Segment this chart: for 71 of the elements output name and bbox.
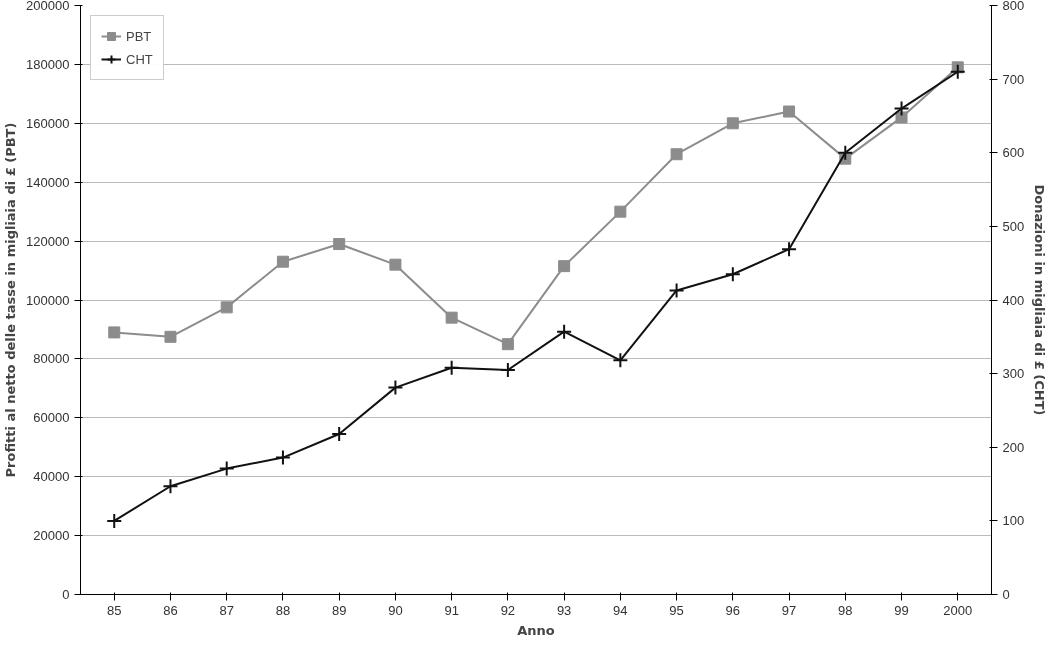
y-tick-label: 0 [62, 587, 70, 602]
x-tick-label: 85 [107, 602, 122, 618]
x-tick-label: 87 [219, 602, 234, 618]
x-tick-label: 93 [556, 602, 572, 618]
point [443, 359, 460, 376]
point [949, 63, 966, 80]
point [387, 379, 404, 396]
point [781, 241, 798, 258]
legend-label: PBT [126, 28, 152, 44]
point [389, 258, 402, 271]
point [893, 100, 910, 117]
x-tick-label: 89 [331, 602, 347, 618]
y2-axis-title: Donazioni in migliaia di £ (CHT) [1032, 184, 1048, 416]
point [726, 117, 739, 130]
point [218, 460, 235, 477]
point [106, 512, 123, 529]
point [445, 311, 458, 324]
x-tick-label: 96 [725, 602, 741, 618]
x-tick-label: 91 [444, 602, 459, 618]
y-tick-label: 120000 [26, 233, 70, 249]
x-tick-label: 88 [275, 602, 291, 618]
y-axis-title: Profitti al netto delle tasse in migliaia di £ (PBT) [3, 122, 19, 478]
point [162, 478, 179, 495]
x-tick-label: 86 [163, 602, 178, 618]
y-tick-label: 200000 [26, 0, 70, 13]
point [724, 266, 741, 283]
x-tick-label: 99 [894, 602, 909, 618]
y2-tick-label: 600 [1002, 145, 1025, 161]
y2-tick-label: 100 [1002, 513, 1025, 529]
x-tick-label: 90 [388, 602, 403, 618]
y2-tick-label: 700 [1002, 71, 1025, 87]
point [333, 238, 346, 251]
y-tick-label: 40000 [33, 469, 70, 485]
x-tick-label: 92 [500, 602, 516, 618]
point [220, 301, 233, 314]
point [614, 205, 627, 218]
x-axis-title: Anno [517, 622, 555, 638]
y-tick-label: 60000 [33, 410, 70, 426]
point [612, 352, 629, 369]
x-tick-label: 95 [669, 602, 684, 618]
y-tick-label: 20000 [33, 528, 70, 544]
point [499, 361, 516, 378]
legend-label: CHT [126, 51, 153, 67]
y-tick-label: 180000 [26, 56, 70, 72]
y2-tick-label: 400 [1002, 292, 1025, 308]
y2-tick-label: 0 [1002, 587, 1010, 602]
point [108, 326, 121, 339]
point [556, 323, 573, 340]
point [331, 426, 348, 442]
x-tick-label: 98 [838, 602, 853, 618]
x-tick-label: 97 [781, 602, 797, 618]
y2-tick-label: 800 [1002, 0, 1025, 13]
point [558, 260, 571, 273]
x-tick-label: 2000 [943, 602, 973, 618]
point [783, 105, 796, 118]
y-tick-label: 80000 [33, 351, 70, 367]
point [276, 255, 289, 268]
y-tick-label: 160000 [26, 115, 70, 131]
point [837, 144, 854, 161]
y2-tick-label: 200 [1002, 439, 1025, 455]
point [670, 148, 683, 161]
point [668, 282, 685, 299]
y-tick-label: 140000 [26, 174, 70, 190]
x-tick-label: 94 [613, 602, 628, 618]
y-tick-label: 100000 [26, 292, 70, 308]
y2-tick-label: 500 [1002, 218, 1025, 234]
point [501, 338, 514, 351]
point [164, 330, 177, 343]
y2-tick-label: 300 [1002, 366, 1025, 382]
point [895, 111, 908, 124]
point [274, 449, 291, 466]
